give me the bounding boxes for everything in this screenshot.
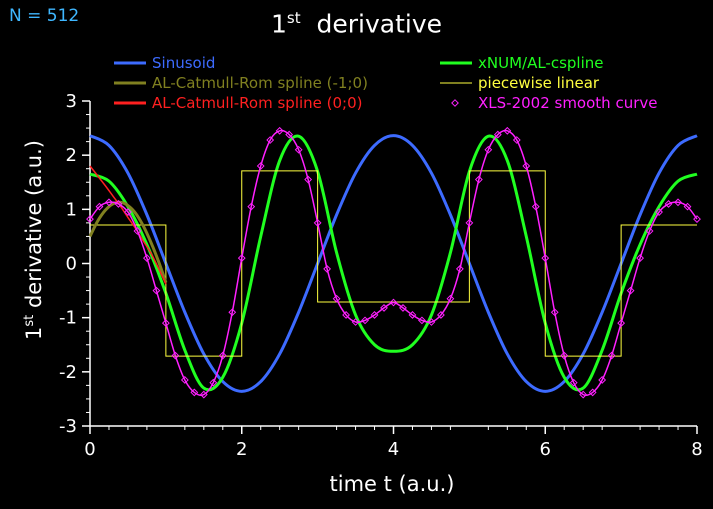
y-tick-label: -2 [59, 362, 77, 383]
legend-label-piecewise-linear: piecewise linear [478, 74, 599, 92]
legend-label-al-catmull-m1: AL-Catmull-Rom spline (-1;0) [152, 74, 368, 92]
title-rest: derivative [317, 9, 443, 38]
legend-label-xls-smooth: XLS-2002 smooth curve [478, 94, 657, 112]
legend-item-xls-smooth: XLS-2002 smooth curve [478, 94, 657, 112]
x-tick-label: 6 [540, 439, 551, 460]
chart-title: 1st derivative [0, 9, 713, 38]
x-axis-label: time t (a.u.) [330, 472, 455, 496]
y-tick-label: 0 [66, 254, 77, 275]
series-line-sinusoid [90, 136, 697, 392]
x-tick-label: 8 [691, 439, 702, 460]
legend-swatch-xls-smooth [452, 100, 458, 106]
legend-label-sinusoid: Sinusoid [152, 54, 215, 72]
series-line-al-catmull-m1 [90, 202, 166, 282]
legend-item-sinusoid: Sinusoid [152, 54, 215, 72]
legend-item-xnum-cspline: xNUM/AL-cspline [478, 54, 604, 72]
series-line-piecewise-linear [90, 171, 697, 356]
series-line-xls-smooth [90, 131, 697, 396]
x-tick-label: 4 [388, 439, 399, 460]
title-superscript: st [287, 9, 301, 27]
y-tick-label: 3 [66, 91, 77, 112]
legend-label-al-catmull-0: AL-Catmull-Rom spline (0;0) [152, 94, 363, 112]
y-axis-label: 1st derivative (a.u.) [22, 140, 46, 340]
legend-item-al-catmull-m1: AL-Catmull-Rom spline (-1;0) [152, 74, 368, 92]
x-tick-label: 2 [236, 439, 247, 460]
y-tick-label: 2 [66, 145, 77, 166]
y-tick-label: 1 [66, 199, 77, 220]
legend-item-al-catmull-0: AL-Catmull-Rom spline (0;0) [152, 94, 363, 112]
y-tick-label: -1 [59, 308, 77, 329]
x-tick-label: 0 [84, 439, 95, 460]
ylabel-superscript: st [22, 315, 37, 327]
ylabel-rest: derivative (a.u.) [22, 140, 46, 308]
series-line-xnum-cspline [90, 136, 697, 390]
legend-item-piecewise-linear: piecewise linear [478, 74, 599, 92]
ylabel-base: 1 [22, 327, 46, 340]
title-base: 1 [271, 9, 287, 38]
y-tick-label: -3 [59, 416, 77, 437]
legend-label-xnum-cspline: xNUM/AL-cspline [478, 54, 604, 72]
